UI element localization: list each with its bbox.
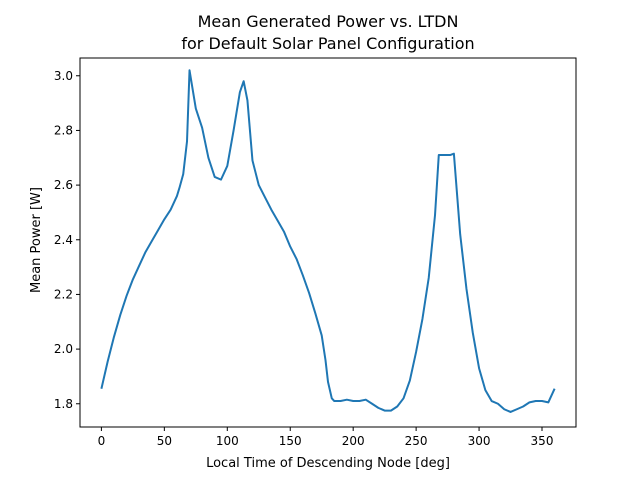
x-tick-label: 50 <box>157 434 172 448</box>
x-tick-label: 250 <box>405 434 428 448</box>
y-tick-label: 2.8 <box>54 123 73 137</box>
chart-subtitle: for Default Solar Panel Configuration <box>181 34 474 53</box>
x-tick-label: 200 <box>342 434 365 448</box>
x-axis-ticks: 0 50 100 150 200 250 300 350 <box>98 427 554 448</box>
y-tick-label: 3.0 <box>54 69 73 83</box>
y-tick-label: 2.0 <box>54 342 73 356</box>
x-tick-label: 300 <box>468 434 491 448</box>
plot-frame <box>79 57 577 428</box>
y-tick-label: 1.8 <box>54 397 73 411</box>
y-axis-ticks: 1.8 2.0 2.2 2.4 2.6 2.8 3.0 <box>54 69 80 411</box>
y-tick-label: 2.4 <box>54 233 73 247</box>
y-tick-label: 2.6 <box>54 178 73 192</box>
y-tick-label: 2.2 <box>54 287 73 301</box>
power-line <box>100 69 556 413</box>
x-axis-label: Local Time of Descending Node [deg] <box>206 456 450 471</box>
x-tick-label: 150 <box>279 434 302 448</box>
chart-title: Mean Generated Power vs. LTDN <box>198 12 459 31</box>
x-tick-label: 100 <box>216 434 239 448</box>
x-tick-label: 0 <box>98 434 106 448</box>
y-axis-label: Mean Power [W] <box>29 187 44 293</box>
x-tick-label: 350 <box>531 434 554 448</box>
